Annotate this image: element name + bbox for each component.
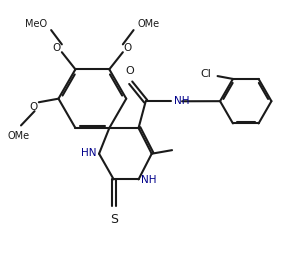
Text: O: O bbox=[30, 102, 38, 112]
Text: O: O bbox=[53, 43, 61, 53]
Text: NH: NH bbox=[174, 96, 190, 106]
Text: OMe: OMe bbox=[7, 131, 29, 141]
Text: HN: HN bbox=[81, 148, 97, 158]
Text: OMe: OMe bbox=[138, 19, 160, 29]
Text: O: O bbox=[126, 66, 134, 76]
Text: S: S bbox=[110, 213, 118, 225]
Text: Cl: Cl bbox=[201, 69, 211, 79]
Text: O: O bbox=[124, 43, 132, 53]
Text: NH: NH bbox=[141, 175, 156, 186]
Text: MeO: MeO bbox=[25, 19, 47, 29]
